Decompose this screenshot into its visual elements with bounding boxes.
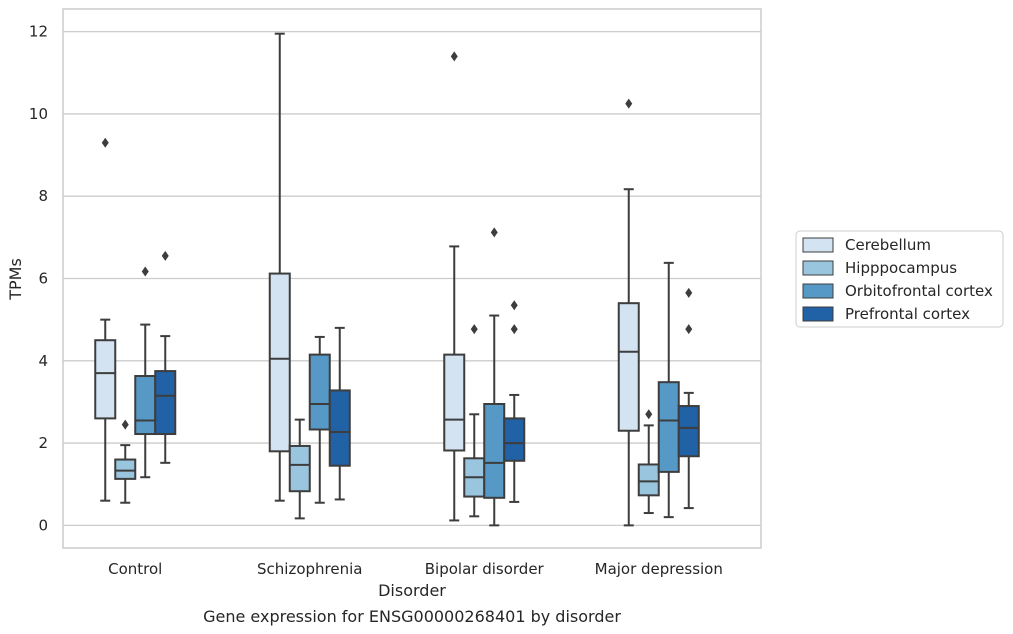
box-iqr — [268, 272, 291, 453]
box-prefrontal-cortex — [503, 300, 526, 503]
box-iqr — [134, 375, 157, 436]
box-iqr — [154, 370, 177, 436]
outlier-point — [685, 287, 693, 298]
box-iqr — [677, 405, 700, 458]
box-groups — [94, 32, 700, 527]
box-cerebellum — [443, 51, 466, 522]
outlier-point — [141, 266, 149, 277]
box-cerebellum — [94, 137, 117, 502]
legend-label: Cerebellum — [845, 236, 931, 254]
outlier-point — [490, 227, 498, 238]
y-tick-label: 2 — [38, 434, 48, 452]
legend-frame — [795, 230, 1004, 328]
x-axis-title: Disorder — [378, 581, 446, 600]
box-iqr — [94, 339, 117, 420]
box-hipppocampus — [114, 419, 137, 504]
outlier-point — [470, 324, 478, 335]
outlier-point — [450, 51, 458, 62]
box-iqr — [308, 353, 331, 431]
outlier-point — [645, 409, 653, 420]
legend: Cerebellum Hipppocampus Orbitofrontal cort… — [795, 230, 1004, 328]
box-orbitofrontal-cortex — [134, 266, 157, 479]
y-axis-title: TPMs — [6, 258, 25, 301]
box-hipppocampus — [288, 418, 311, 520]
legend-label: Prefrontal cortex — [845, 305, 970, 323]
box-orbitofrontal-cortex — [657, 261, 680, 519]
legend-swatch — [802, 237, 834, 253]
legend-swatch — [802, 306, 834, 322]
y-tick-label: 10 — [29, 105, 48, 123]
y-tick-label: 8 — [38, 187, 48, 205]
legend-label: Hipppocampus — [845, 259, 957, 277]
y-tick-label: 6 — [38, 270, 48, 288]
box-hipppocampus — [637, 409, 660, 515]
x-tick-labels: Control Schizophrenia Bipolar disorder Majo… — [108, 560, 723, 578]
box-orbitofrontal-cortex — [308, 335, 331, 504]
box-iqr — [637, 463, 660, 497]
box-iqr — [328, 389, 351, 467]
outlier-point — [510, 300, 518, 311]
box-cerebellum — [268, 32, 291, 502]
outlier-point — [161, 250, 169, 261]
box-iqr — [657, 381, 680, 473]
box-iqr — [288, 444, 311, 493]
box-cerebellum — [617, 98, 640, 527]
legend-swatch — [802, 260, 834, 276]
y-tick-label: 4 — [38, 352, 48, 370]
y-tick-labels: 0 2 4 6 8 10 12 — [29, 23, 48, 535]
outlier-point — [101, 137, 109, 148]
outlier-point — [685, 324, 693, 335]
figure-caption: Gene expression for ENSG00000268401 by d… — [203, 607, 621, 626]
outlier-point — [625, 98, 633, 109]
box-orbitofrontal-cortex — [483, 227, 506, 527]
box-iqr — [617, 302, 640, 432]
box-iqr — [503, 417, 526, 462]
x-tick-label: Major depression — [595, 560, 723, 578]
box-prefrontal-cortex — [328, 326, 351, 501]
box-prefrontal-cortex — [154, 250, 177, 464]
legend-label: Orbitofrontal cortex — [845, 282, 993, 300]
plot-frame — [62, 8, 762, 549]
outlier-point — [510, 324, 518, 335]
gridlines — [63, 30, 761, 527]
x-tick-label: Control — [108, 560, 162, 578]
y-tick-label: 12 — [29, 23, 48, 41]
box-iqr — [114, 458, 137, 480]
box-hipppocampus — [463, 324, 486, 518]
x-tick-label: Schizophrenia — [257, 560, 362, 578]
outlier-point — [121, 419, 129, 430]
x-tick-label: Bipolar disorder — [425, 560, 545, 578]
legend-swatch — [802, 283, 834, 299]
y-tick-label: 0 — [38, 516, 48, 534]
box-prefrontal-cortex — [677, 287, 700, 510]
box-iqr — [483, 402, 506, 499]
box-iqr — [443, 353, 466, 452]
